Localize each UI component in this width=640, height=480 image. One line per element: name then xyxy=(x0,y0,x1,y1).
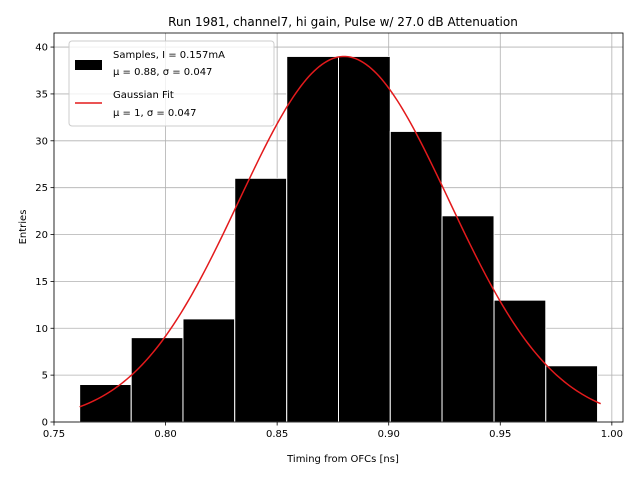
y-tick-label-3: 15 xyxy=(35,277,48,288)
y-tick-label-1: 5 xyxy=(42,371,48,382)
x-tick-label-3: 0.90 xyxy=(378,429,400,440)
legend-label-samples-line1: Samples, I = 0.157mA xyxy=(113,50,225,61)
histogram-bar-6 xyxy=(389,130,443,423)
y-tick-label-5: 25 xyxy=(35,183,48,194)
y-tick-label-0: 0 xyxy=(42,418,48,429)
chart-title: Run 1981, channel7, hi gain, Pulse w/ 27… xyxy=(168,15,518,29)
histogram-bar-9 xyxy=(545,365,599,423)
plot-frame xyxy=(53,32,624,423)
legend-label-fit-line2: μ = 1, σ = 0.047 xyxy=(113,108,197,119)
legend: Samples, I = 0.157mA μ = 0.88, σ = 0.047… xyxy=(68,40,275,127)
y-tick-label-2: 10 xyxy=(35,324,48,335)
y-tick-label-6: 30 xyxy=(35,136,48,147)
histogram-bar-2 xyxy=(182,318,236,423)
x-tick-label-4: 0.95 xyxy=(489,429,511,440)
legend-label-fit-line1: Gaussian Fit xyxy=(113,90,174,101)
y-axis-label: Entries xyxy=(18,210,29,245)
histogram-bar-3 xyxy=(234,177,288,423)
histogram-bar-8 xyxy=(493,299,547,423)
y-axis-ticks: 0 5 10 15 20 25 30 35 40 xyxy=(35,43,54,429)
x-tick-label-0: 0.75 xyxy=(43,429,65,440)
y-tick-label-7: 35 xyxy=(35,89,48,100)
x-tick-label-2: 0.85 xyxy=(266,429,288,440)
gaussian-fit-curve xyxy=(79,55,601,408)
x-tick-label-1: 0.80 xyxy=(154,429,176,440)
legend-box xyxy=(68,40,275,127)
x-tick-label-5: 1.00 xyxy=(601,429,623,440)
histogram-bar-4 xyxy=(286,55,339,423)
legend-label-samples-line2: μ = 0.88, σ = 0.047 xyxy=(113,67,212,78)
y-tick-label-4: 20 xyxy=(35,230,48,241)
histogram-bars xyxy=(79,55,599,423)
histogram-bar-5 xyxy=(338,55,391,423)
x-axis-label: Timing from OFCs [ns] xyxy=(286,454,399,465)
histogram-bar-7 xyxy=(441,215,495,423)
x-axis-ticks: 0.75 0.80 0.85 0.90 0.95 1.00 xyxy=(43,422,623,440)
histogram-bar-1 xyxy=(130,337,184,423)
y-tick-label-8: 40 xyxy=(35,43,48,54)
legend-swatch-samples xyxy=(75,60,102,70)
